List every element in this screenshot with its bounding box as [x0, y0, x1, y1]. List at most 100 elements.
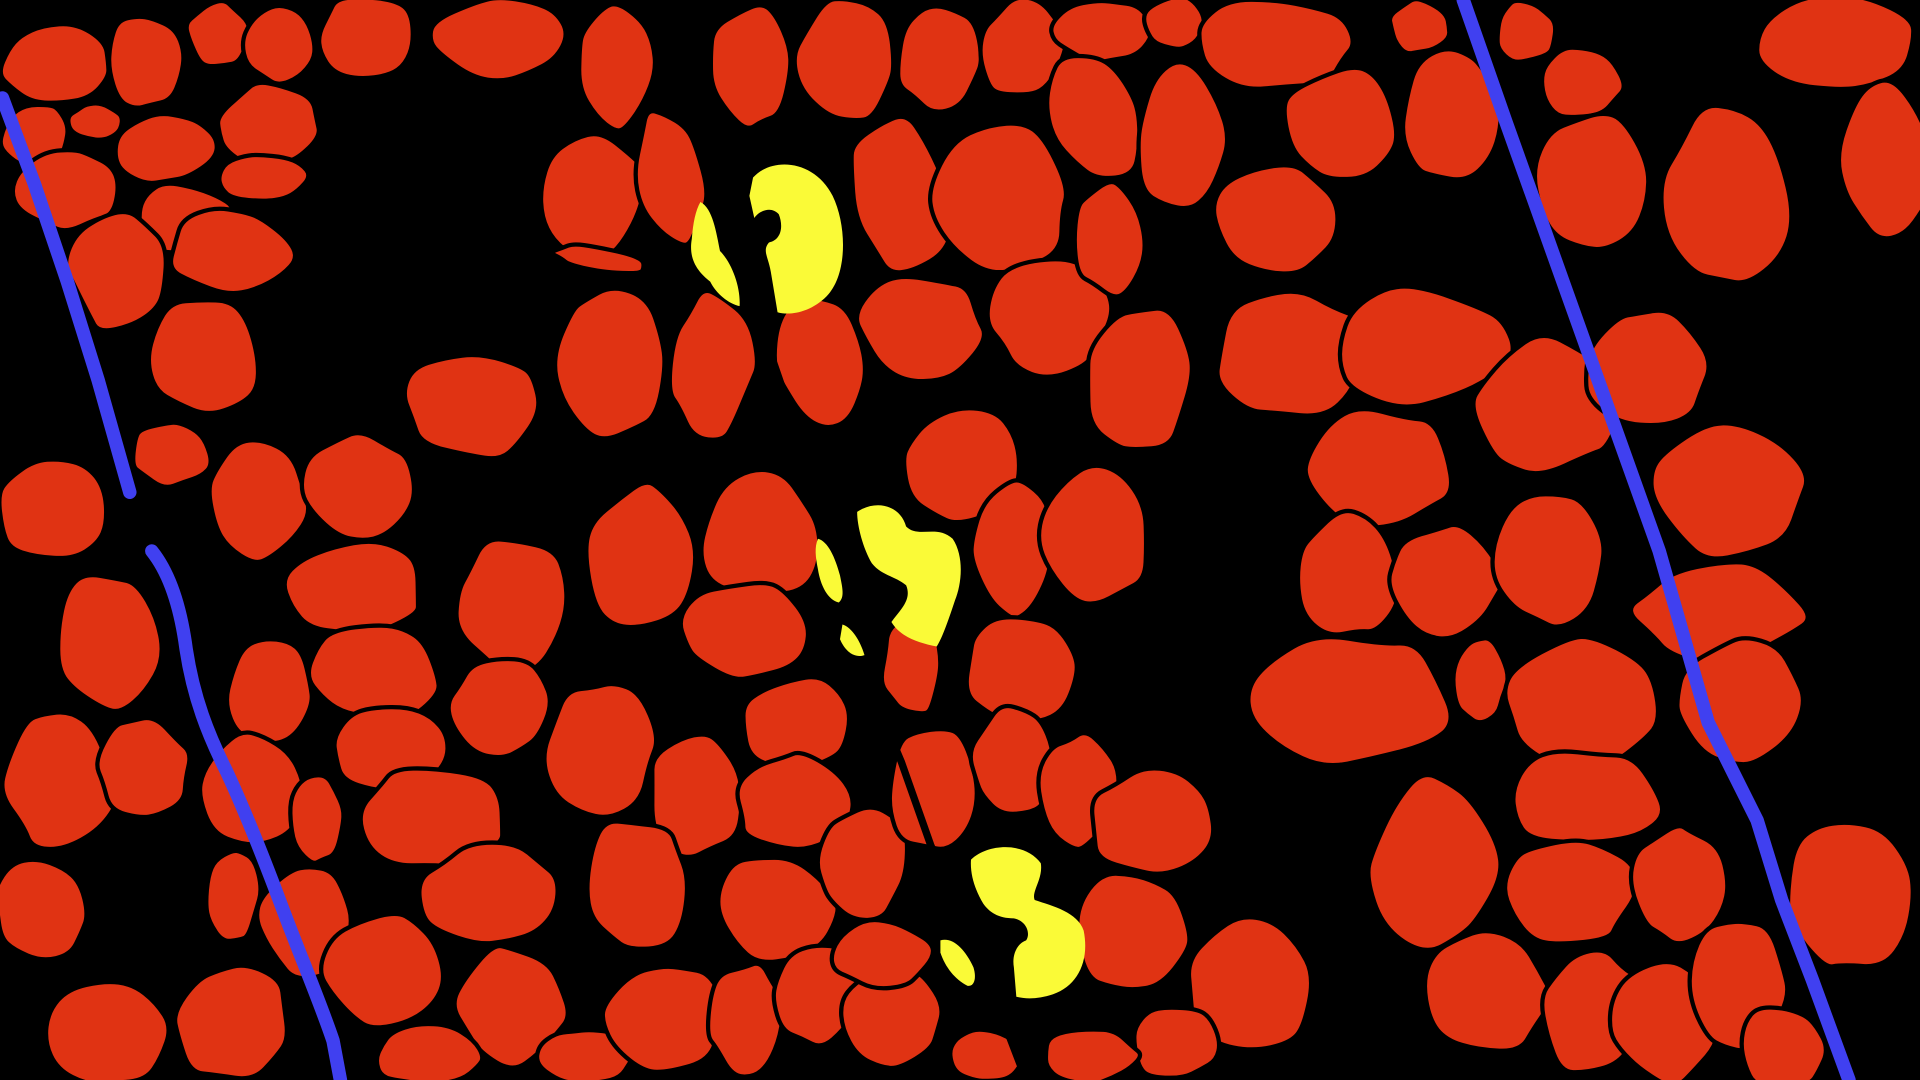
yellow-region — [970, 847, 1086, 999]
red-region — [299, 430, 417, 543]
red-region — [1659, 103, 1794, 285]
red-region — [0, 857, 89, 962]
blue-line — [1456, 0, 1856, 1080]
red-region — [1089, 766, 1216, 876]
red-region — [948, 1027, 1024, 1080]
red-region — [1075, 871, 1192, 992]
red-region — [829, 917, 936, 991]
red-region — [1649, 421, 1809, 561]
red-region — [633, 109, 709, 248]
red-region — [542, 681, 659, 820]
red-region — [1583, 308, 1711, 428]
red-region — [928, 121, 1069, 275]
red-region — [1045, 53, 1142, 181]
red-region — [552, 286, 667, 441]
red-region — [1754, 0, 1916, 92]
blue-line — [0, 91, 137, 499]
red-region — [1366, 772, 1503, 953]
red-region — [1049, 0, 1154, 65]
red-region — [0, 457, 109, 561]
red-region — [1337, 284, 1515, 409]
red-region — [106, 14, 186, 110]
red-region — [1451, 636, 1510, 725]
red-region — [678, 580, 811, 682]
red-region — [288, 773, 346, 866]
red-region — [1511, 749, 1665, 845]
red-region — [446, 656, 552, 760]
red-region — [849, 114, 955, 275]
red-region — [66, 101, 125, 142]
red-region — [577, 2, 658, 133]
red-region — [113, 111, 219, 186]
red-region — [1211, 163, 1340, 276]
red-region — [667, 288, 760, 442]
red-region — [964, 615, 1079, 724]
red-region — [1785, 820, 1915, 969]
red-region — [772, 295, 868, 430]
yellow-region — [940, 939, 975, 986]
red-region — [1387, 0, 1452, 56]
red-region — [358, 766, 505, 868]
red-region — [63, 209, 168, 333]
black-crack — [841, 623, 1030, 1080]
blue-line — [145, 544, 348, 1080]
yellow-regions — [691, 164, 1086, 999]
red-region — [1246, 634, 1453, 768]
black-crack — [667, 0, 812, 455]
red-region — [1136, 60, 1230, 211]
red-region — [1197, 0, 1355, 91]
red-region — [1836, 78, 1920, 241]
red-region — [224, 637, 314, 746]
red-region — [1490, 492, 1606, 629]
red-region — [240, 3, 317, 86]
red-region — [0, 710, 121, 852]
red-region — [1503, 634, 1661, 771]
red-region — [1085, 306, 1194, 452]
red-region — [901, 406, 1022, 525]
cracks — [667, 0, 1030, 1080]
red-region — [316, 0, 415, 81]
red-region — [584, 480, 698, 630]
red-region — [428, 0, 568, 83]
red-region — [887, 726, 979, 852]
red-region — [854, 274, 987, 384]
red-region — [95, 715, 192, 820]
red-region — [792, 0, 896, 123]
yellow-region — [815, 538, 843, 603]
red-region — [131, 420, 213, 490]
red-region — [454, 537, 569, 678]
red-region — [1043, 1027, 1143, 1080]
yellow-region — [749, 164, 844, 314]
red-region — [550, 242, 646, 276]
red-region — [585, 819, 690, 951]
red-region — [716, 855, 840, 965]
yellow-region — [840, 624, 865, 657]
red-region — [1400, 47, 1503, 182]
red-region — [1072, 179, 1147, 299]
red-region — [708, 3, 793, 130]
yellow-region — [691, 202, 740, 307]
red-region — [204, 848, 263, 944]
red-region — [985, 257, 1114, 379]
red-region — [1539, 45, 1626, 120]
red-region — [417, 840, 560, 946]
red-region — [1532, 111, 1651, 252]
red-region — [172, 963, 290, 1080]
blue-lines — [0, 0, 1856, 1080]
red-region — [146, 298, 261, 416]
red-region — [374, 1021, 485, 1080]
red-region — [43, 979, 171, 1080]
red-region — [1186, 915, 1314, 1052]
red-region — [705, 961, 786, 1079]
red-region — [1628, 824, 1730, 946]
red-region — [306, 623, 441, 723]
red-region — [1495, 0, 1558, 64]
red-region — [1141, 0, 1206, 51]
red-region — [1387, 522, 1506, 641]
red-region — [978, 0, 1069, 97]
red-region — [1295, 508, 1401, 637]
red-region — [184, 0, 252, 69]
